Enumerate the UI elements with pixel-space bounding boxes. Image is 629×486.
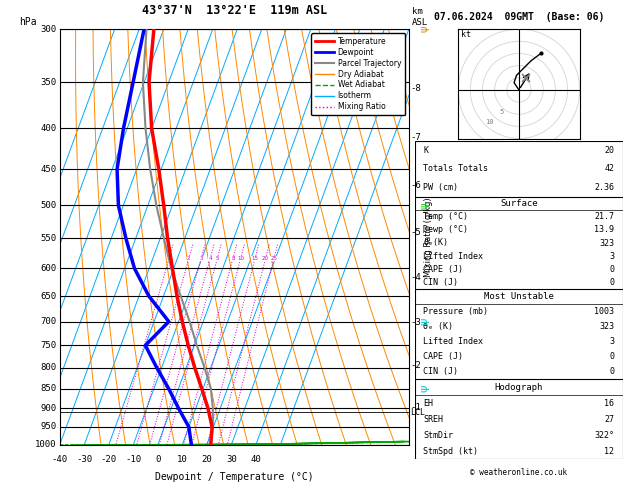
- Text: 0: 0: [610, 265, 615, 274]
- Text: PW (cm): PW (cm): [423, 183, 459, 192]
- Text: -1: -1: [411, 403, 421, 412]
- Text: 300: 300: [40, 25, 56, 34]
- Text: hPa: hPa: [19, 17, 36, 27]
- Text: 0: 0: [610, 352, 615, 361]
- Text: CIN (J): CIN (J): [423, 278, 459, 287]
- Text: -2: -2: [411, 361, 421, 370]
- Text: 850: 850: [40, 384, 56, 393]
- Text: -40: -40: [52, 455, 68, 464]
- Text: -6: -6: [411, 181, 421, 190]
- Text: ψ: ψ: [420, 202, 430, 208]
- Text: 3: 3: [610, 252, 615, 260]
- Text: 12: 12: [604, 447, 615, 456]
- Text: CAPE (J): CAPE (J): [423, 265, 464, 274]
- Text: EH: EH: [423, 399, 433, 408]
- Text: 1: 1: [167, 256, 171, 261]
- Text: StmDir: StmDir: [423, 431, 454, 440]
- Text: -5: -5: [411, 227, 421, 237]
- Text: CIN (J): CIN (J): [423, 367, 459, 376]
- Text: 2.36: 2.36: [594, 183, 615, 192]
- Text: 700: 700: [40, 317, 56, 326]
- Text: 800: 800: [40, 363, 56, 372]
- Text: -10: -10: [125, 455, 142, 464]
- Text: 323: 323: [599, 239, 615, 247]
- Text: Most Unstable: Most Unstable: [484, 292, 554, 301]
- Text: 21.7: 21.7: [594, 212, 615, 221]
- Text: 650: 650: [40, 292, 56, 300]
- Text: 500: 500: [40, 201, 56, 210]
- Text: 20: 20: [201, 455, 212, 464]
- Text: 30: 30: [226, 455, 237, 464]
- Text: 10: 10: [485, 119, 493, 125]
- Text: Totals Totals: Totals Totals: [423, 164, 489, 174]
- Text: Pressure (mb): Pressure (mb): [423, 307, 489, 316]
- Text: 750: 750: [40, 341, 56, 350]
- Legend: Temperature, Dewpoint, Parcel Trajectory, Dry Adiabat, Wet Adiabat, Isotherm, Mi: Temperature, Dewpoint, Parcel Trajectory…: [311, 33, 405, 115]
- Text: 0: 0: [610, 367, 615, 376]
- Text: -30: -30: [76, 455, 92, 464]
- Text: 0: 0: [610, 278, 615, 287]
- Text: ψ: ψ: [420, 26, 430, 33]
- Text: LCL: LCL: [411, 408, 426, 417]
- Text: 323: 323: [599, 322, 615, 331]
- Text: 10: 10: [177, 455, 187, 464]
- Text: 25: 25: [270, 256, 277, 261]
- Text: 13.9: 13.9: [594, 226, 615, 234]
- Text: 4: 4: [208, 256, 212, 261]
- Text: K: K: [423, 146, 428, 155]
- Text: 8: 8: [231, 256, 235, 261]
- Text: 400: 400: [40, 124, 56, 133]
- Text: -7: -7: [411, 133, 421, 142]
- Text: -8: -8: [411, 84, 421, 93]
- Text: 10: 10: [237, 256, 244, 261]
- Text: 900: 900: [40, 404, 56, 413]
- Text: 42: 42: [604, 164, 615, 174]
- Text: -20: -20: [101, 455, 117, 464]
- Text: Dewpoint / Temperature (°C): Dewpoint / Temperature (°C): [155, 472, 314, 482]
- Text: 950: 950: [40, 422, 56, 432]
- Text: 43°37'N  13°22'E  119m ASL: 43°37'N 13°22'E 119m ASL: [142, 4, 327, 17]
- Text: -4: -4: [411, 273, 421, 282]
- Text: 1000: 1000: [35, 440, 56, 449]
- Text: ψ: ψ: [420, 385, 430, 392]
- Text: 3: 3: [610, 337, 615, 346]
- Text: 5: 5: [216, 256, 219, 261]
- Text: 1003: 1003: [594, 307, 615, 316]
- Text: 40: 40: [250, 455, 261, 464]
- Text: Surface: Surface: [500, 199, 538, 208]
- Text: 5: 5: [499, 109, 504, 115]
- Text: StmSpd (kt): StmSpd (kt): [423, 447, 479, 456]
- Text: 3: 3: [199, 256, 203, 261]
- Text: 15: 15: [252, 256, 259, 261]
- Text: 27: 27: [604, 415, 615, 424]
- Text: 0: 0: [155, 455, 160, 464]
- Text: Dewp (°C): Dewp (°C): [423, 226, 469, 234]
- Text: 600: 600: [40, 264, 56, 273]
- Text: 2: 2: [187, 256, 191, 261]
- Text: 450: 450: [40, 165, 56, 174]
- Text: 16: 16: [604, 399, 615, 408]
- Text: θₑ (K): θₑ (K): [423, 322, 454, 331]
- Text: Mixing Ratio (g/kg): Mixing Ratio (g/kg): [423, 197, 433, 277]
- Text: ψ: ψ: [420, 318, 430, 325]
- Text: 20: 20: [604, 146, 615, 155]
- Text: 20: 20: [262, 256, 269, 261]
- Text: -3: -3: [411, 318, 421, 327]
- Text: km
ASL: km ASL: [412, 7, 428, 27]
- Text: Lifted Index: Lifted Index: [423, 337, 484, 346]
- Text: SREH: SREH: [423, 415, 443, 424]
- Text: 07.06.2024  09GMT  (Base: 06): 07.06.2024 09GMT (Base: 06): [434, 12, 604, 22]
- Text: Temp (°C): Temp (°C): [423, 212, 469, 221]
- Text: CAPE (J): CAPE (J): [423, 352, 464, 361]
- Text: © weatheronline.co.uk: © weatheronline.co.uk: [470, 468, 567, 477]
- Text: θₑ(K): θₑ(K): [423, 239, 448, 247]
- Text: Hodograph: Hodograph: [495, 382, 543, 392]
- Text: Lifted Index: Lifted Index: [423, 252, 484, 260]
- Text: 350: 350: [40, 78, 56, 87]
- Text: 322°: 322°: [594, 431, 615, 440]
- Text: kt: kt: [460, 30, 470, 39]
- Text: 550: 550: [40, 234, 56, 243]
